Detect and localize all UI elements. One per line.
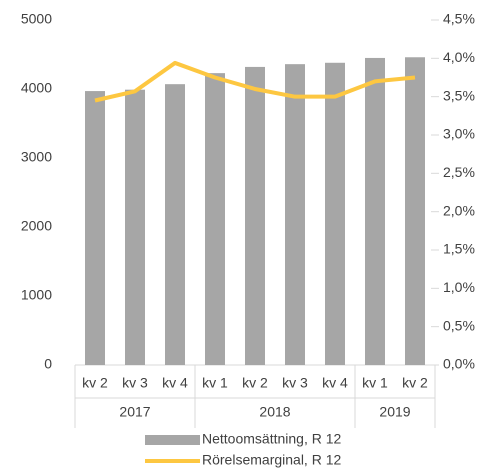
bar xyxy=(405,57,425,365)
y2-tick-label: 0,5% xyxy=(443,317,475,333)
x-tick-label: kv 4 xyxy=(322,375,348,391)
y-tick-label: 0 xyxy=(44,356,52,372)
bar xyxy=(325,62,345,365)
group-label: 2018 xyxy=(259,404,290,420)
y-tick-label: 3000 xyxy=(21,149,52,165)
x-tick-label: kv 1 xyxy=(362,375,388,391)
group-label: 2017 xyxy=(119,404,150,420)
bar xyxy=(125,89,145,365)
y2-tick-label: 2,0% xyxy=(443,202,475,218)
x-tick-label: kv 2 xyxy=(242,375,268,391)
y2-tick-label: 1,5% xyxy=(443,241,475,257)
bar xyxy=(365,57,385,365)
y2-tick-label: 0,0% xyxy=(443,356,475,372)
y2-tick-label: 1,0% xyxy=(443,279,475,295)
bar xyxy=(85,91,105,365)
y2-tick-label: 3,5% xyxy=(443,87,475,103)
legend-swatch xyxy=(145,435,200,445)
bar xyxy=(285,64,305,365)
y-tick-label: 1000 xyxy=(21,287,52,303)
bar xyxy=(205,73,225,365)
group-label: 2019 xyxy=(379,404,410,420)
y2-tick-label: 2,5% xyxy=(443,164,475,180)
x-tick-label: kv 2 xyxy=(402,375,428,391)
line xyxy=(94,60,416,103)
y2-tick-label: 4,5% xyxy=(443,11,475,27)
x-tick-label: kv 3 xyxy=(282,375,308,391)
x-tick-label: kv 3 xyxy=(122,375,148,391)
x-tick-label: kv 4 xyxy=(162,375,188,391)
y2-tick-label: 4,0% xyxy=(443,49,475,65)
legend-label: Rörelsemarginal, R 12 xyxy=(202,452,341,468)
y-tick-label: 2000 xyxy=(21,218,52,234)
bar xyxy=(165,84,185,366)
legend-label: Nettoomsättning, R 12 xyxy=(202,431,342,447)
bar xyxy=(245,66,265,366)
x-tick-label: kv 1 xyxy=(202,375,228,391)
x-tick-label: kv 2 xyxy=(82,375,108,391)
y-tick-label: 5000 xyxy=(21,11,52,27)
y-tick-label: 4000 xyxy=(21,80,52,96)
y2-tick-label: 3,0% xyxy=(443,126,475,142)
